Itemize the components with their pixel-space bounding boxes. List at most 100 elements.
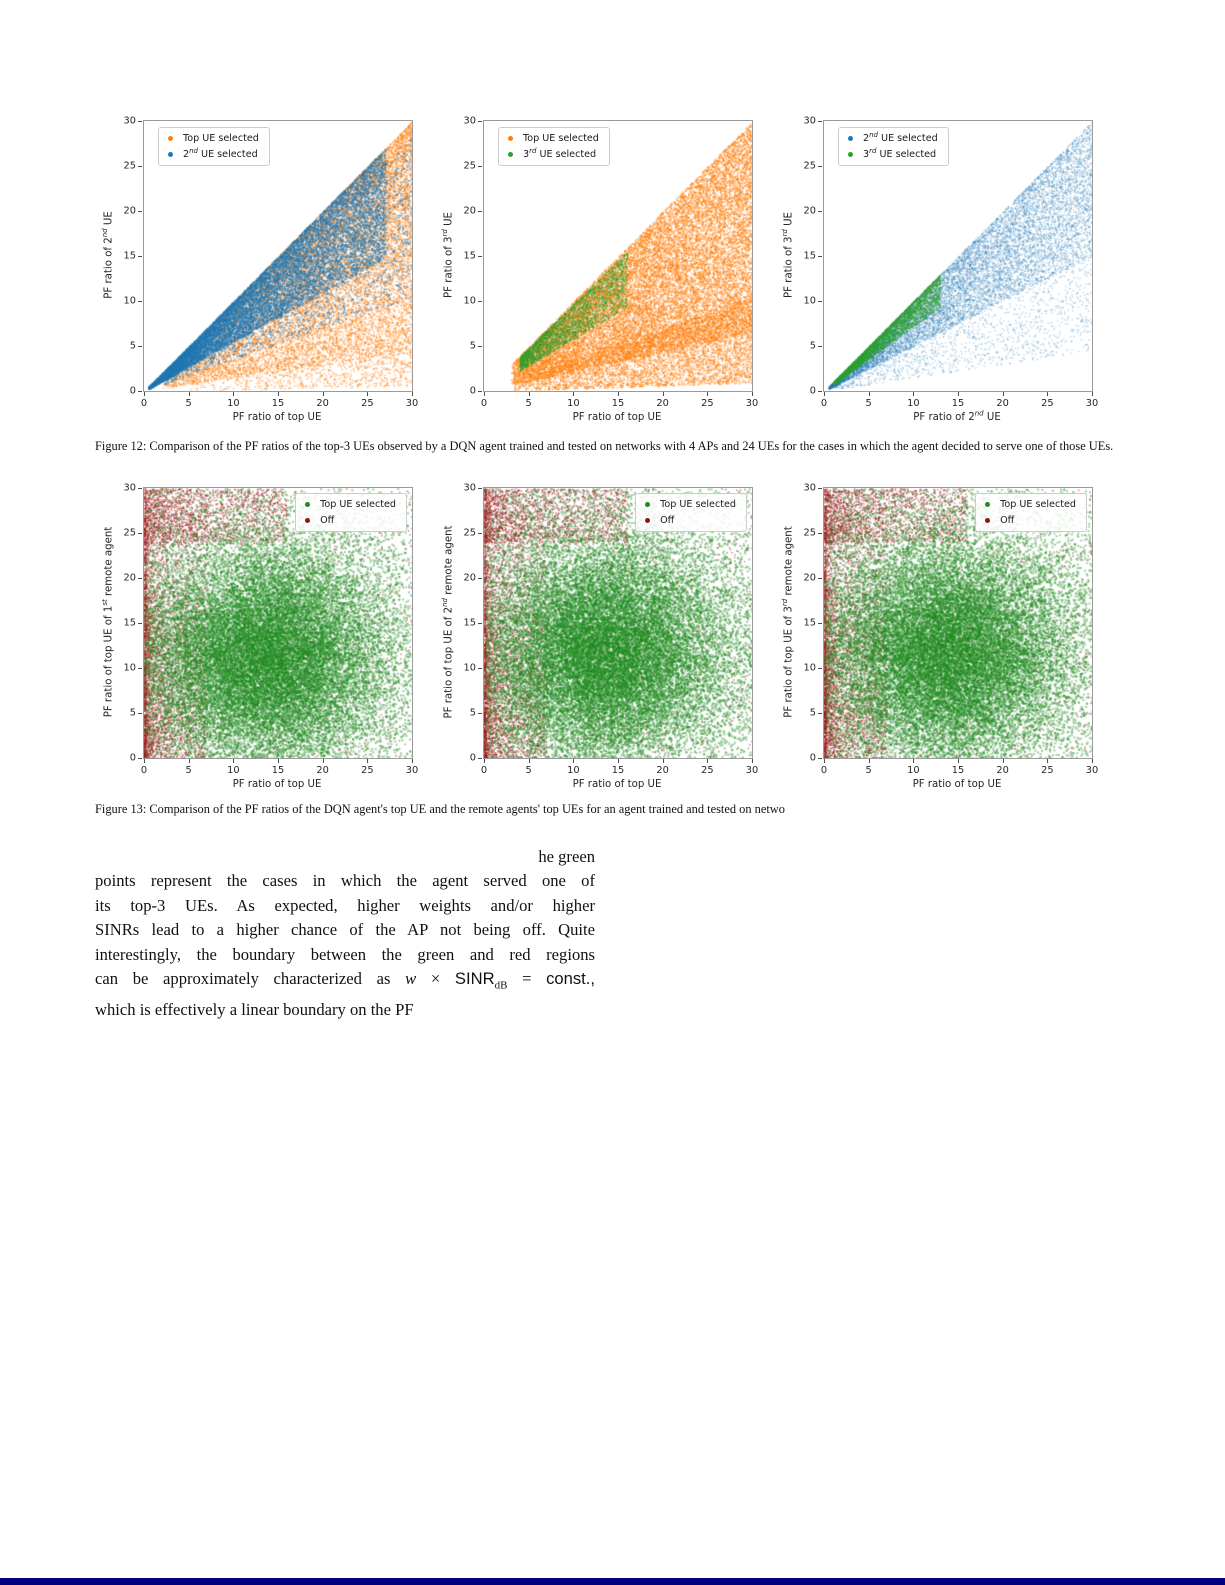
- x-tick-label: 10: [907, 398, 920, 409]
- y-tick-mark: [478, 211, 482, 212]
- y-tick-mark: [138, 256, 142, 257]
- body-line-7: which is effectively a linear boundary o…: [95, 999, 414, 1019]
- legend-marker-dot: [848, 152, 853, 157]
- y-tick-mark: [138, 211, 142, 212]
- fig13-scatter-plot-2: PF ratio of top UE of 2nd remote agent 0 0…: [435, 477, 775, 795]
- fig12-scatter-plot-3: PF ratio of 3rd UE 0 0 5 5 10 10 15 15 20 20 25 25 30…: [775, 110, 1115, 428]
- y-tick-label: 20: [463, 205, 476, 217]
- y-tick-label: 0: [469, 752, 476, 764]
- y-tick-mark: [138, 623, 142, 624]
- y-tick-mark: [138, 668, 142, 669]
- y-tick-label: 30: [123, 482, 136, 494]
- y-tick-mark: [818, 533, 822, 534]
- plot-axes: [823, 487, 1093, 759]
- y-tick-mark: [818, 668, 822, 669]
- y-tick-mark: [138, 121, 142, 122]
- x-tick-mark: [707, 759, 709, 763]
- x-tick-label: 0: [480, 765, 488, 776]
- y-tick-mark: [478, 346, 482, 347]
- y-tick-label: 5: [469, 707, 476, 719]
- y-tick-label: 10: [803, 295, 816, 307]
- x-axis-label: PF ratio of top UE: [572, 779, 662, 790]
- legend-item: Top UE selected: [985, 499, 1076, 510]
- plot-axes: [143, 487, 413, 759]
- y-tick-label: 5: [469, 340, 476, 352]
- x-tick-mark: [1047, 392, 1049, 396]
- x-tick-mark: [144, 392, 145, 396]
- x-tick-label: 15: [611, 398, 625, 409]
- y-tick-mark: [478, 668, 482, 669]
- y-tick-label: 5: [809, 707, 816, 719]
- y-tick-label: 30: [463, 115, 476, 127]
- legend-label: 2nd UE selected: [183, 146, 258, 160]
- y-tick-label: 25: [803, 527, 816, 539]
- plot-legend: Top UE selected 2nd UE selected: [158, 127, 270, 166]
- x-tick-mark: [868, 759, 870, 763]
- x-tick-label: 10: [227, 398, 240, 409]
- x-tick-mark: [144, 759, 145, 763]
- x-axis-label: PF ratio of top UE: [232, 779, 322, 790]
- x-tick-mark: [367, 759, 369, 763]
- x-tick-label: 5: [865, 398, 872, 409]
- x-tick-mark: [824, 759, 825, 763]
- y-tick-mark: [478, 623, 482, 624]
- legend-label: Top UE selected: [183, 133, 259, 144]
- legend-marker-dot: [985, 502, 991, 507]
- y-tick-mark: [138, 391, 142, 392]
- legend-marker-dot: [168, 136, 173, 141]
- body-line-2: points represent the cases in which the …: [95, 871, 595, 891]
- y-tick-label: 20: [803, 205, 816, 217]
- x-tick-label: 30: [745, 765, 759, 776]
- x-tick-mark: [528, 759, 530, 763]
- y-tick-label: 5: [129, 707, 136, 719]
- y-tick-mark: [138, 758, 142, 759]
- x-tick-label: 25: [701, 398, 714, 409]
- plot-legend: 2nd UE selected 3rd UE selected: [838, 127, 949, 166]
- scatter-canvas: [144, 488, 412, 758]
- legend-item: Off: [305, 515, 396, 526]
- x-axis-label: PF ratio of 2nd UE: [913, 409, 1001, 423]
- legend-item: 2nd UE selected: [168, 146, 259, 160]
- y-tick-label: 15: [463, 250, 476, 262]
- legend-item: Off: [645, 515, 736, 526]
- x-tick-label: 15: [951, 398, 965, 409]
- y-tick-mark: [478, 578, 482, 579]
- y-tick-mark: [818, 166, 822, 167]
- legend-label: 2nd UE selected: [863, 130, 938, 144]
- y-tick-mark: [138, 713, 142, 714]
- x-tick-label: 15: [951, 765, 965, 776]
- y-tick-mark: [138, 488, 142, 489]
- math-var-w: w: [405, 969, 417, 989]
- x-tick-mark: [412, 392, 413, 396]
- y-tick-mark: [478, 758, 482, 759]
- x-tick-label: 10: [907, 765, 920, 776]
- scatter-canvas: [484, 488, 752, 758]
- y-tick-mark: [478, 533, 482, 534]
- y-tick-label: 15: [463, 617, 476, 629]
- y-tick-mark: [478, 391, 482, 392]
- legend-label: Top UE selected: [320, 499, 396, 510]
- y-tick-label: 30: [803, 482, 816, 494]
- x-tick-label: 30: [405, 765, 419, 776]
- x-tick-mark: [913, 759, 915, 763]
- x-tick-label: 25: [701, 765, 714, 776]
- y-tick-mark: [478, 488, 482, 489]
- x-axis-label: PF ratio of top UE: [232, 412, 322, 423]
- legend-marker-dot: [508, 152, 513, 157]
- y-tick-label: 10: [463, 295, 476, 307]
- x-tick-mark: [573, 392, 575, 396]
- x-tick-mark: [618, 392, 619, 396]
- y-tick-label: 15: [803, 250, 816, 262]
- y-tick-mark: [138, 578, 142, 579]
- legend-marker-dot: [645, 502, 651, 507]
- x-tick-label: 15: [611, 765, 625, 776]
- legend-marker-dot: [508, 136, 513, 141]
- y-tick-mark: [818, 488, 822, 489]
- legend-item: Off: [985, 515, 1076, 526]
- y-tick-mark: [818, 301, 822, 302]
- x-tick-mark: [484, 392, 485, 396]
- x-tick-label: 30: [1085, 398, 1099, 409]
- y-tick-label: 30: [463, 482, 476, 494]
- y-tick-label: 10: [803, 662, 816, 674]
